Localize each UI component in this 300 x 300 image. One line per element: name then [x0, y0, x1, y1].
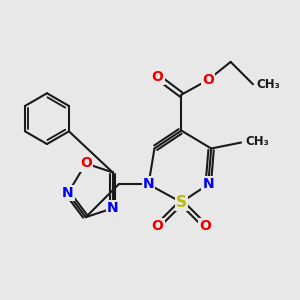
- Text: O: O: [152, 219, 164, 233]
- Text: O: O: [80, 156, 92, 170]
- Text: N: N: [202, 177, 214, 191]
- Text: CH₃: CH₃: [256, 78, 280, 91]
- Text: O: O: [202, 73, 214, 87]
- Text: CH₃: CH₃: [246, 134, 269, 148]
- Text: N: N: [143, 177, 154, 191]
- Text: N: N: [107, 201, 118, 215]
- Text: O: O: [152, 70, 164, 84]
- Text: N: N: [62, 186, 74, 200]
- Text: S: S: [176, 195, 187, 210]
- Text: O: O: [199, 219, 211, 233]
